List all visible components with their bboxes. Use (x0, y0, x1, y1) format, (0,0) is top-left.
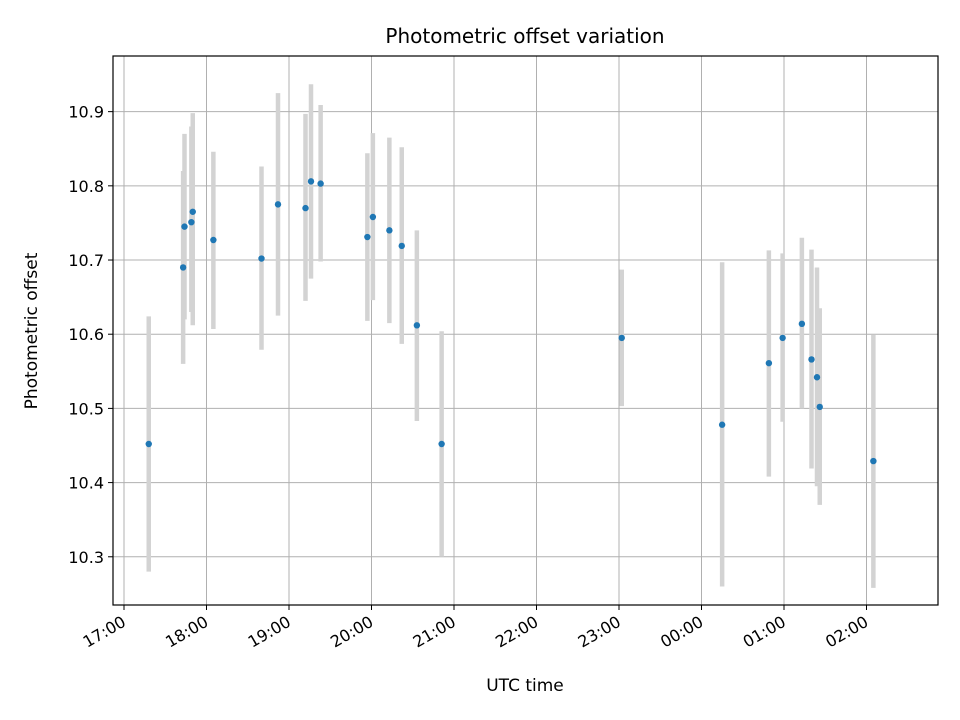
data-point (210, 236, 217, 244)
y-tick-label: 10.6 (68, 325, 104, 344)
plot-frame (112, 55, 939, 606)
y-tick-label: 10.9 (68, 103, 104, 122)
data-point (870, 457, 877, 465)
y-axis-ticks: 10.3 10.4 10.5 10.6 10.7 10.8 10.9 (68, 103, 113, 567)
data-point (274, 201, 282, 208)
data-point (438, 440, 445, 448)
x-axis-title: UTC time (486, 676, 564, 696)
grid (113, 56, 938, 605)
data-point (765, 359, 773, 367)
data-point (189, 208, 196, 215)
data-point (181, 223, 188, 230)
data-point (718, 421, 726, 428)
data-point (369, 213, 377, 221)
y-tick-label: 10.5 (68, 399, 104, 418)
data-point (779, 334, 786, 342)
data-point (618, 334, 625, 342)
data-point (307, 178, 315, 185)
data-point (813, 374, 821, 381)
y-tick-label: 10.3 (68, 548, 104, 567)
data-points (145, 178, 877, 465)
data-point (145, 440, 152, 448)
data-point (816, 403, 823, 411)
data-point (413, 322, 421, 329)
data-point (258, 255, 265, 262)
data-point (302, 204, 309, 212)
data-point (364, 233, 371, 241)
y-tick-label: 10.4 (68, 474, 104, 493)
data-point (808, 356, 815, 363)
chart-title: Photometric offset variation (385, 24, 664, 48)
data-point (317, 180, 324, 187)
y-axis-title: Photometric offset (22, 252, 42, 409)
data-point (398, 242, 405, 250)
y-tick-label: 10.7 (68, 251, 104, 270)
data-point (386, 227, 393, 234)
data-point (188, 218, 195, 226)
data-point (179, 264, 187, 271)
data-point (798, 320, 806, 328)
y-tick-label: 10.8 (68, 177, 104, 196)
